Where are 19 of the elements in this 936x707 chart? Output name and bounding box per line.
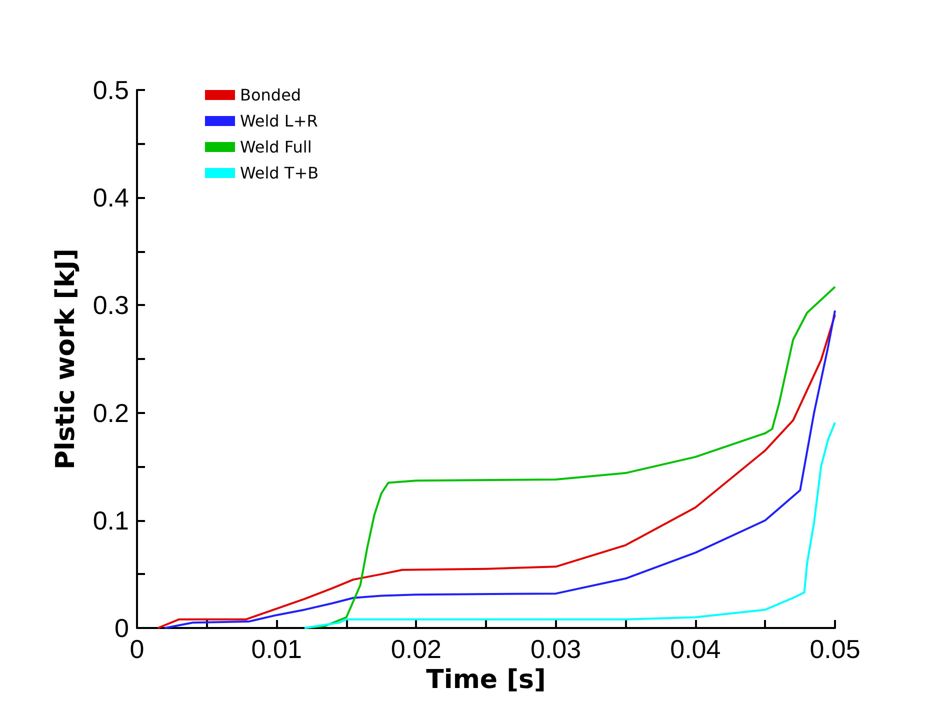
y-axis-title: Plstic work [kJ] [51,248,81,470]
line-series [304,421,836,629]
x-tick-label: 0.04 [670,634,721,664]
x-tick-label: 0.03 [530,634,582,664]
y-tick-label: 0 [114,613,129,643]
y-tick-label: 0.4 [92,182,129,213]
y-tick-label: 0.2 [92,398,129,428]
y-tick-label: 0.5 [92,75,129,105]
y-tick-label: 0.1 [92,505,129,536]
legend-label: Bonded [240,86,302,104]
y-tick-label: 0.3 [92,290,129,320]
legend-label: Weld L+R [240,112,318,130]
x-tick-label: 0.01 [251,634,302,664]
line-series [304,286,836,629]
x-axis-title: Time [s] [426,664,546,695]
legend-label: Weld Full [240,138,312,156]
x-tick-label: 0.02 [390,634,442,664]
legend-label: Weld T+B [240,164,319,182]
x-tick-label: 0.05 [810,634,860,664]
